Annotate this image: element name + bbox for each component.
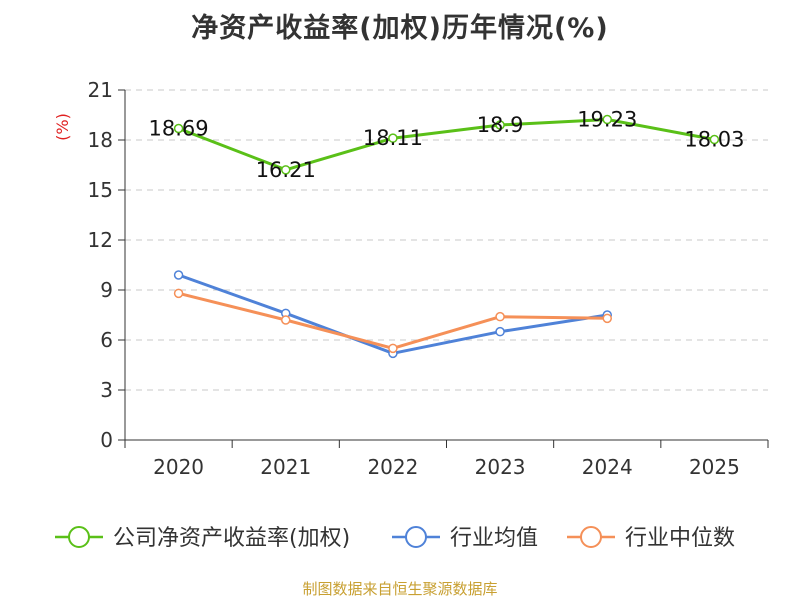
legend-label-1: 行业均值 [450, 526, 538, 551]
series-lines [173, 114, 720, 359]
x-tick-label-2022: 2022 [367, 455, 418, 479]
legend-marker-2 [580, 526, 602, 548]
data-point-s2-2020 [173, 288, 184, 299]
data-label-2021: 16.21 [256, 158, 316, 182]
data-labels: 18.69 16.21 18.11 18.9 19.23 18.03 [149, 108, 745, 182]
data-point-s1-2023 [495, 326, 505, 337]
y-tick-label-3: 3 [100, 378, 113, 402]
x-tick-label-2025: 2025 [689, 455, 740, 479]
legend: 公司净资产收益率(加权) 行业均值 行业中位数 [55, 526, 735, 551]
y-tick-label-15: 15 [88, 178, 113, 202]
chart-title: 净资产收益率(加权)历年情况(%) [191, 13, 609, 44]
data-point-s2-2021 [281, 315, 291, 325]
data-label-2025: 18.03 [684, 128, 744, 152]
series-line-1 [177, 273, 609, 355]
data-label-2020: 18.69 [149, 117, 209, 141]
y-tick-label-0: 0 [100, 428, 113, 452]
data-point-s2-2023 [495, 311, 505, 322]
data-label-2022: 18.11 [363, 126, 423, 150]
data-point-s2-2024 [602, 313, 612, 324]
data-point-s1-2020 [173, 270, 184, 280]
axes: 0 3 6 9 12 15 18 21 (%) 2020 2021 2022 2023 2024 2025 [53, 78, 769, 479]
y-tick-label-12: 12 [88, 228, 113, 252]
x-tick-label-2024: 2024 [582, 455, 633, 479]
data-label-2023: 18.9 [477, 113, 524, 137]
data-point-s2-2022 [388, 343, 398, 354]
y-tick-label-18: 18 [88, 128, 113, 152]
x-tick-label-2023: 2023 [475, 455, 526, 479]
x-tick-label-2020: 2020 [153, 455, 204, 479]
grid-lines [125, 89, 768, 391]
y-tick-label-9: 9 [100, 278, 113, 302]
data-point-s0-2022 [388, 133, 398, 143]
data-source-note: 制图数据来自恒生聚源数据库 [302, 580, 498, 598]
data-point-s0-2023 [495, 120, 505, 130]
data-point-s0-2020 [173, 123, 184, 134]
y-axis-unit-label: (%) [53, 113, 72, 141]
data-label-2024: 19.23 [577, 108, 637, 132]
x-tick-label-2021: 2021 [260, 455, 311, 479]
y-tick-label-21: 21 [88, 78, 113, 102]
series-line-0 [177, 118, 716, 172]
data-point-s0-2025 [709, 134, 720, 145]
legend-marker-1 [405, 526, 427, 548]
legend-marker-0 [68, 526, 90, 548]
legend-label-0: 公司净资产收益率(加权) [113, 526, 350, 551]
data-point-s0-2024 [602, 114, 612, 125]
data-point-s0-2021 [281, 165, 291, 175]
legend-label-2: 行业中位数 [625, 526, 735, 551]
y-tick-label-6: 6 [100, 328, 113, 352]
